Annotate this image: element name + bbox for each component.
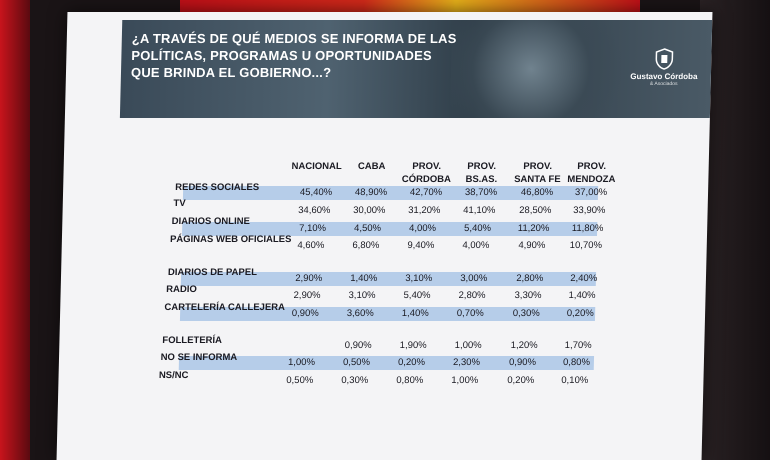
table-cell: 2,80% <box>516 273 544 284</box>
table-cell: 34,60% <box>298 205 331 216</box>
column-header: CABA <box>357 161 386 172</box>
table-cell: 1,20% <box>510 340 538 351</box>
table-cell: 2,40% <box>570 273 598 284</box>
table-cell: 0,80% <box>562 357 591 368</box>
table-cell: 7,10% <box>298 223 327 234</box>
table-cell: 0,10% <box>561 375 589 386</box>
table-cell: 4,50% <box>353 223 382 234</box>
row-label: NO SE INFORMA <box>160 352 238 363</box>
row-label: REDES SOCIALES <box>175 182 260 193</box>
table-cell: 4,00% <box>462 240 490 251</box>
table-cell: 1,00% <box>451 375 479 386</box>
table-cell: 0,20% <box>507 375 535 386</box>
table-cell: 1,40% <box>568 290 596 301</box>
table-cell: 31,20% <box>408 205 441 216</box>
table-cell: 37,00% <box>574 187 608 198</box>
banner-decoration <box>449 20 653 118</box>
table-cell: 1,00% <box>454 340 482 351</box>
table-cell: 0,80% <box>396 375 424 386</box>
table-cell: 1,40% <box>401 308 429 319</box>
column-header: PROV. BS.AS. <box>465 161 498 185</box>
company-logo: Gustavo Córdoba & Asociados <box>629 48 700 87</box>
table-cell: 3,00% <box>460 273 488 284</box>
stage-edge-right <box>700 0 770 460</box>
table-cell: 0,50% <box>342 357 371 368</box>
table-cell: 4,00% <box>408 223 437 234</box>
table-cell: 30,00% <box>353 205 386 216</box>
row-label: DIARIOS ONLINE <box>171 216 251 227</box>
table-cell: 5,40% <box>463 223 492 234</box>
table-cell: 0,20% <box>566 308 594 319</box>
logo-name: Gustavo Córdoba <box>630 72 698 81</box>
table-cell: 42,70% <box>409 187 443 198</box>
table-cell: 2,30% <box>452 357 481 368</box>
table-cell: 0,90% <box>291 308 319 319</box>
slide-title: ¿A TRAVÉS DE QUÉ MEDIOS SE INFORMA DE LA… <box>130 31 457 80</box>
column-header: NACIONAL <box>291 161 342 172</box>
table-cell: 0,70% <box>456 308 484 319</box>
logo-subtitle: & Asociados <box>649 81 678 87</box>
table-cell: 1,00% <box>287 357 316 368</box>
table-cell: 0,20% <box>397 357 426 368</box>
table-cell: 10,70% <box>569 240 603 251</box>
table-cell: 46,80% <box>520 187 554 198</box>
table-cell: 9,40% <box>407 240 435 251</box>
table-cell: 0,30% <box>341 375 369 386</box>
table-cell: 41,10% <box>463 205 496 216</box>
table-cell: 3,60% <box>346 308 374 319</box>
table-cell: 33,90% <box>573 205 606 216</box>
row-label: RADIO <box>166 284 197 295</box>
row-label: FOLLETERÍA <box>162 335 223 346</box>
table-cell: 2,90% <box>293 290 321 301</box>
table-cell: 1,90% <box>399 340 427 351</box>
row-label: DIARIOS DE PAPEL <box>167 267 258 278</box>
table-cell: 1,40% <box>350 273 378 284</box>
table-cell: 38,70% <box>464 187 498 198</box>
table-cell: 0,50% <box>286 375 314 386</box>
table-cell: 28,50% <box>519 205 552 216</box>
table-cell: 1,70% <box>564 340 592 351</box>
table-cell: 11,20% <box>517 223 550 234</box>
table-cell: 48,90% <box>354 187 388 198</box>
table-cell: 0,90% <box>344 340 372 351</box>
row-label: CARTELERÍA CALLEJERA <box>164 302 286 313</box>
column-header: PROV. SANTA FE <box>514 161 561 185</box>
presentation-slide: ¿A TRAVÉS DE QUÉ MEDIOS SE INFORMA DE LA… <box>56 12 713 460</box>
table-cell: 6,80% <box>352 240 380 251</box>
table-cell: 4,90% <box>518 240 546 251</box>
slide-banner: ¿A TRAVÉS DE QUÉ MEDIOS SE INFORMA DE LA… <box>119 20 713 118</box>
table-cell: 3,30% <box>514 290 542 301</box>
table-cell: 0,30% <box>512 308 540 319</box>
table-cell: 0,90% <box>508 357 537 368</box>
table-cell: 2,90% <box>295 273 323 284</box>
table-cell: 5,40% <box>403 290 431 301</box>
table-cell: 3,10% <box>405 273 433 284</box>
table-cell: 2,80% <box>458 290 486 301</box>
column-header: PROV. CÓRDOBA <box>401 161 452 185</box>
table-cell: 11,80% <box>571 223 604 234</box>
row-label: NS/NC <box>158 370 189 381</box>
column-header: PROV. MENDOZA <box>567 161 616 185</box>
stage-light-left <box>0 0 30 460</box>
table-cell: 4,60% <box>297 240 325 251</box>
table-cell: 45,40% <box>299 187 333 198</box>
table-cell: 3,10% <box>348 290 376 301</box>
row-label: PÁGINAS WEB OFICIALES <box>169 234 292 245</box>
shield-logo-icon <box>655 48 674 70</box>
row-label: TV <box>173 198 186 209</box>
